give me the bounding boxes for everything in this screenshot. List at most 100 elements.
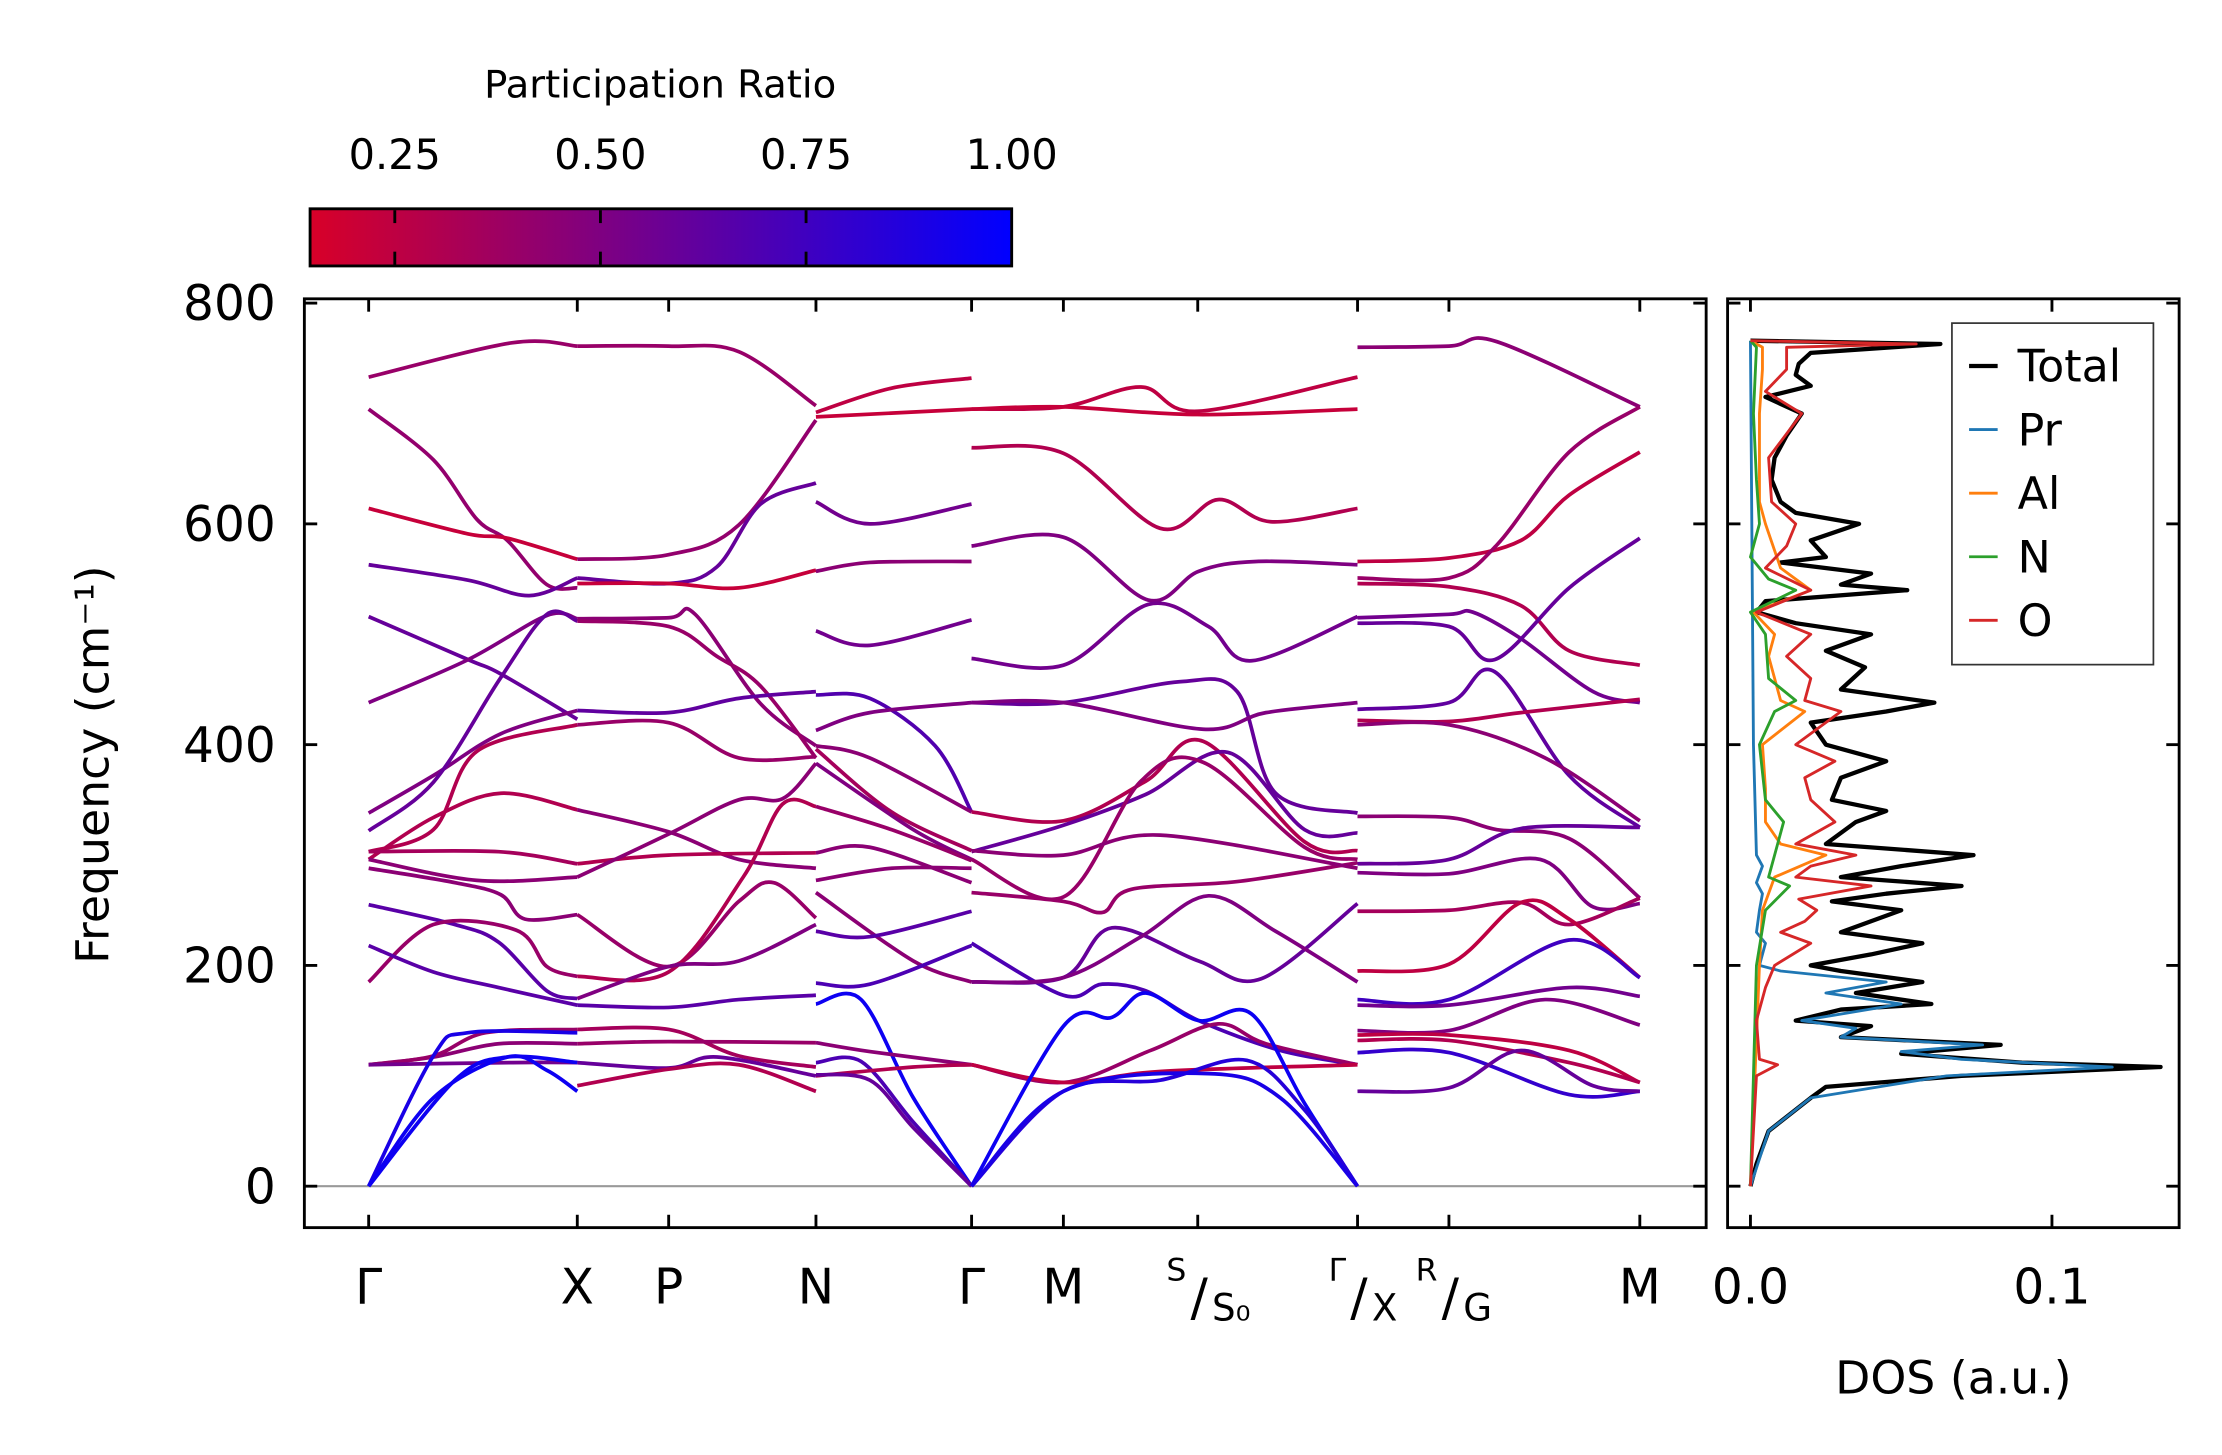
phonon-band	[1357, 898, 1642, 980]
legend-label-al: Al	[2018, 469, 2061, 520]
phonon-band	[367, 708, 578, 815]
y-tick-label: 800	[183, 276, 276, 332]
kpoint-label: Γ	[355, 1259, 382, 1315]
phonon-band	[815, 500, 972, 526]
y-ticks: 0 200 400 600 800	[183, 276, 1707, 1215]
phonon-band	[971, 601, 1359, 670]
colorbar-ticks	[393, 210, 808, 265]
phonon-band	[1357, 667, 1641, 829]
colorbar-title: Participation Ratio	[484, 62, 836, 107]
phonon-band	[577, 619, 818, 760]
phonon-band	[1357, 450, 1641, 564]
phonon-band	[368, 857, 578, 884]
phonon-band	[1357, 1032, 1641, 1085]
y-tick-label: 600	[183, 497, 276, 553]
legend-label-o: O	[2018, 596, 2053, 647]
phonon-band	[577, 1055, 817, 1078]
colorbar-tick-label: 0.75	[760, 131, 852, 179]
phonon-band	[971, 404, 1358, 417]
phonon-band	[368, 506, 578, 561]
dos-x-tick-label: 0.1	[2013, 1259, 2090, 1315]
phonon-band	[1357, 720, 1641, 823]
phonon-band	[368, 1060, 578, 1067]
phonon-band	[577, 568, 817, 591]
legend-label-pr: Pr	[2018, 405, 2063, 456]
phonon-band	[368, 902, 578, 1001]
phonon-bands	[367, 336, 1642, 1188]
x-ticks: Γ X P N Γ M S / S₀Γ / XR / G M	[355, 298, 1661, 1330]
phonon-band	[576, 762, 818, 879]
phonon-band	[577, 419, 818, 562]
colorbar-gradient	[308, 207, 1014, 268]
kpoint-label-slash: /	[1442, 1268, 1460, 1328]
phonon-band	[576, 922, 817, 1001]
phonon-band	[1357, 814, 1642, 900]
kpoint-label: X	[561, 1259, 594, 1315]
kpoint-label-bottom: S₀	[1212, 1287, 1250, 1330]
y-tick-label: 0	[245, 1159, 276, 1215]
kpoint-label: M	[1042, 1259, 1084, 1315]
y-axis-label: Frequency (cm⁻¹)	[67, 565, 120, 964]
legend: Total Pr Al NO	[1951, 322, 2155, 666]
phonon-band	[367, 918, 578, 984]
colorbar-tick-label: 1.00	[966, 131, 1058, 179]
phonon-band	[368, 1027, 578, 1067]
phonon-band	[971, 737, 1358, 855]
phonon-band	[367, 609, 579, 833]
dos-curve-n	[1749, 339, 1798, 1187]
phonon-band	[367, 611, 578, 705]
dos-curves	[1748, 338, 2163, 1187]
phonon-band	[577, 993, 817, 1010]
phonon-band	[1357, 856, 1641, 912]
colorbar-tick-label: 0.25	[349, 131, 441, 179]
phonon-band	[577, 1039, 816, 1046]
legend-label-total: Total	[2017, 342, 2121, 393]
phonon-band	[577, 850, 816, 866]
kpoint-label: N	[798, 1259, 834, 1315]
kpoint-label: R / G	[1416, 1252, 1492, 1329]
phonon-band	[971, 532, 1358, 603]
y-tick-label: 400	[183, 718, 276, 774]
phonon-band	[815, 844, 973, 885]
phonon-band	[815, 376, 972, 415]
phonon-band	[1357, 985, 1641, 1009]
kpoint-label-slash: /	[1350, 1268, 1368, 1328]
phonon-band	[1357, 581, 1641, 668]
kpoint-label-bottom: X	[1372, 1287, 1397, 1330]
phonon-band	[368, 562, 579, 598]
phonon-band	[577, 718, 816, 763]
phonon-band	[971, 749, 1358, 854]
phonon-band	[1357, 697, 1641, 724]
phonon-band	[577, 343, 817, 408]
phonon-band	[814, 747, 973, 853]
phonon-band	[971, 443, 1358, 532]
phonon-band	[970, 1071, 1359, 1188]
phonon-band	[815, 943, 973, 989]
dos-axes-frame	[1726, 297, 2181, 1230]
phonon-band	[368, 866, 578, 922]
phonon-band	[367, 1054, 578, 1188]
phonon-band	[367, 407, 578, 591]
phonon-band	[1357, 405, 1641, 583]
kpoint-label-bottom: G	[1463, 1287, 1492, 1330]
phonon-band	[815, 804, 973, 863]
phonon-band	[577, 481, 817, 586]
phonon-band	[368, 722, 578, 854]
colorbar-tick-label: 0.50	[554, 131, 646, 179]
phonon-band	[971, 902, 1359, 985]
dos-curve-o	[1749, 339, 1918, 1187]
dos-x-tick-label: 0.0	[1712, 1259, 1789, 1315]
phonon-band	[971, 375, 1358, 414]
dos-panel: 0.0 0.1 DOS (a.u.) Total Pr Al NO	[1712, 297, 2181, 1404]
legend-label-n: N	[2018, 532, 2051, 583]
phonon-band	[970, 941, 1358, 1067]
colorbar: Participation Ratio 0.25 0.50 0.75 1.00	[308, 62, 1058, 268]
phonon-band	[1357, 536, 1641, 663]
phonon-band	[815, 691, 974, 813]
band-axes-frame	[302, 297, 1708, 1230]
phonon-band	[815, 991, 974, 1188]
phonon-band	[971, 698, 1358, 732]
dos-ticks: 0.0 0.1	[1712, 298, 2180, 1315]
